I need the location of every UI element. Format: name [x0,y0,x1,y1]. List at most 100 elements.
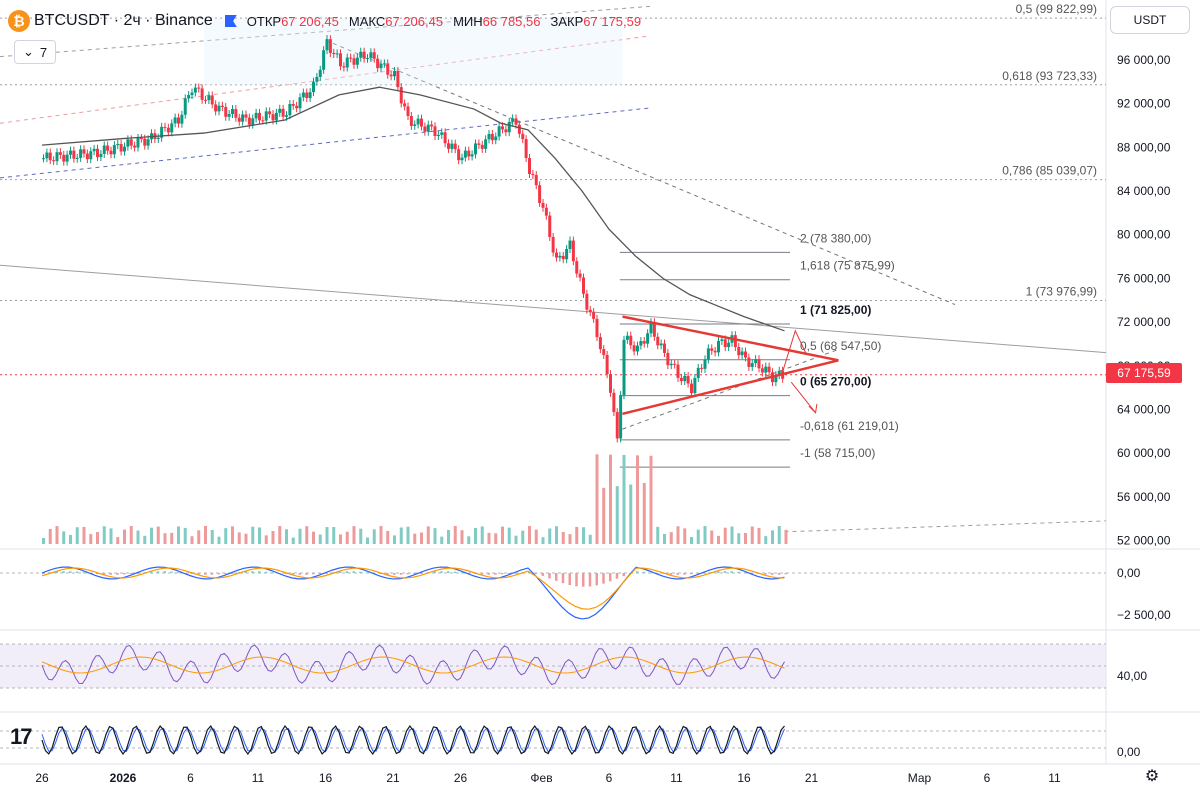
time-axis-label: 6 [606,771,613,785]
macd-histogram-bar [487,573,490,575]
candle-body [278,108,282,113]
candle-body [713,350,717,353]
candle-body [173,117,177,124]
volume-bar [588,534,592,544]
candle-body [774,375,778,383]
candle-body [204,99,207,101]
macd-histogram-bar [771,573,774,575]
volume-bar [82,526,86,544]
volume-bar [784,529,788,544]
tradingview-logo[interactable]: 17 [10,724,33,749]
volume-bar [109,528,113,544]
candle-body [187,95,191,99]
volume-bar [278,526,282,544]
volume-bar [305,526,309,544]
candle-body [760,368,764,373]
macd-histogram-bar [75,571,79,573]
volume-bar [669,532,673,544]
candle-body [565,248,569,260]
settings-gear-icon[interactable]: ⚙ [1144,768,1160,785]
macd-histogram-bar [575,573,578,587]
candle-body [592,312,596,319]
candle-body [582,277,585,294]
volume-bar [507,527,511,544]
candle-body [605,354,609,375]
macd-histogram-bar [534,573,538,574]
volume-bar [312,531,315,544]
macd-histogram-bar [170,571,173,573]
time-axis-label: 2026 [110,771,137,785]
time-axis-label: 11 [252,771,265,785]
macd-histogram-bar [541,573,544,576]
macd-histogram-bar [217,573,220,575]
time-axis-label: 6 [187,771,194,785]
candle-body [322,50,326,70]
ohlc-low: МИН66 785,56 [453,13,541,29]
candle-body [89,151,93,160]
volume-bar [723,527,727,544]
volume-bar [123,529,126,544]
volume-bar [62,531,66,544]
volume-bar [345,531,349,544]
candle-body [504,129,508,133]
volume-bar [460,530,464,544]
volume-bar [413,533,417,544]
support-line [784,520,1107,533]
symbol-header: ₿ BTCUSDT · 2ч · Binance ОТКР67 206,45 М… [8,8,651,34]
volume-bar [487,532,491,544]
candle-body [376,58,380,69]
macd-histogram-bar [399,573,403,575]
symbol-title[interactable]: BTCUSDT · 2ч · Binance [34,12,213,29]
candle-body [207,95,211,101]
candle-body [686,376,690,384]
macd-histogram-bar [507,573,511,574]
candle-body [555,252,558,258]
volume-bar [757,527,761,544]
volume-bar [534,529,538,544]
candle-body [241,114,245,122]
candle-body [710,348,714,351]
macd-histogram-bar [42,573,45,574]
volume-bar [433,528,437,544]
macd-histogram-bar [433,571,436,573]
currency-button[interactable]: USDT [1110,6,1190,34]
fib-retracement-label: 0,5 (99 822,99) [1016,2,1097,16]
candle-body [568,240,572,249]
candle-body [301,92,305,98]
candle-body [767,366,771,373]
volume-bar [656,526,660,544]
macd-histogram-bar [514,572,517,574]
rsi-line [41,644,785,686]
candle-body [632,345,636,352]
chevron-down-icon: ⌄ [23,44,34,59]
macd-histogram-bar [359,571,362,573]
candle-body [52,160,56,162]
candle-body [521,133,525,140]
candle-body [96,148,99,158]
macd-histogram-bar [82,572,85,574]
candle-body [420,118,423,127]
candle-body [237,117,241,122]
candle-body [625,335,629,340]
candle-body [123,146,126,152]
volume-bar [48,528,52,544]
macd-histogram-bar [453,571,457,573]
candle-body [160,126,164,138]
ascending-trend-line [622,348,839,430]
flag-icon[interactable] [224,15,237,27]
indicators-toggle[interactable]: ⌄ 7 [14,40,57,64]
macd-histogram-bar [548,573,551,579]
macd-histogram-bar [413,573,416,574]
volume-bar [595,454,599,544]
candle-body [295,105,299,109]
macd-histogram-bar [150,571,153,573]
candle-body [706,348,710,360]
ohlc-high: МАКС67 206,45 [348,13,444,29]
macd-histogram-bar [683,573,686,575]
candle-body [106,145,110,151]
time-axis-label: 11 [1048,771,1061,785]
volume-bar [210,529,214,544]
bitcoin-logo-icon: ₿ [8,10,30,32]
